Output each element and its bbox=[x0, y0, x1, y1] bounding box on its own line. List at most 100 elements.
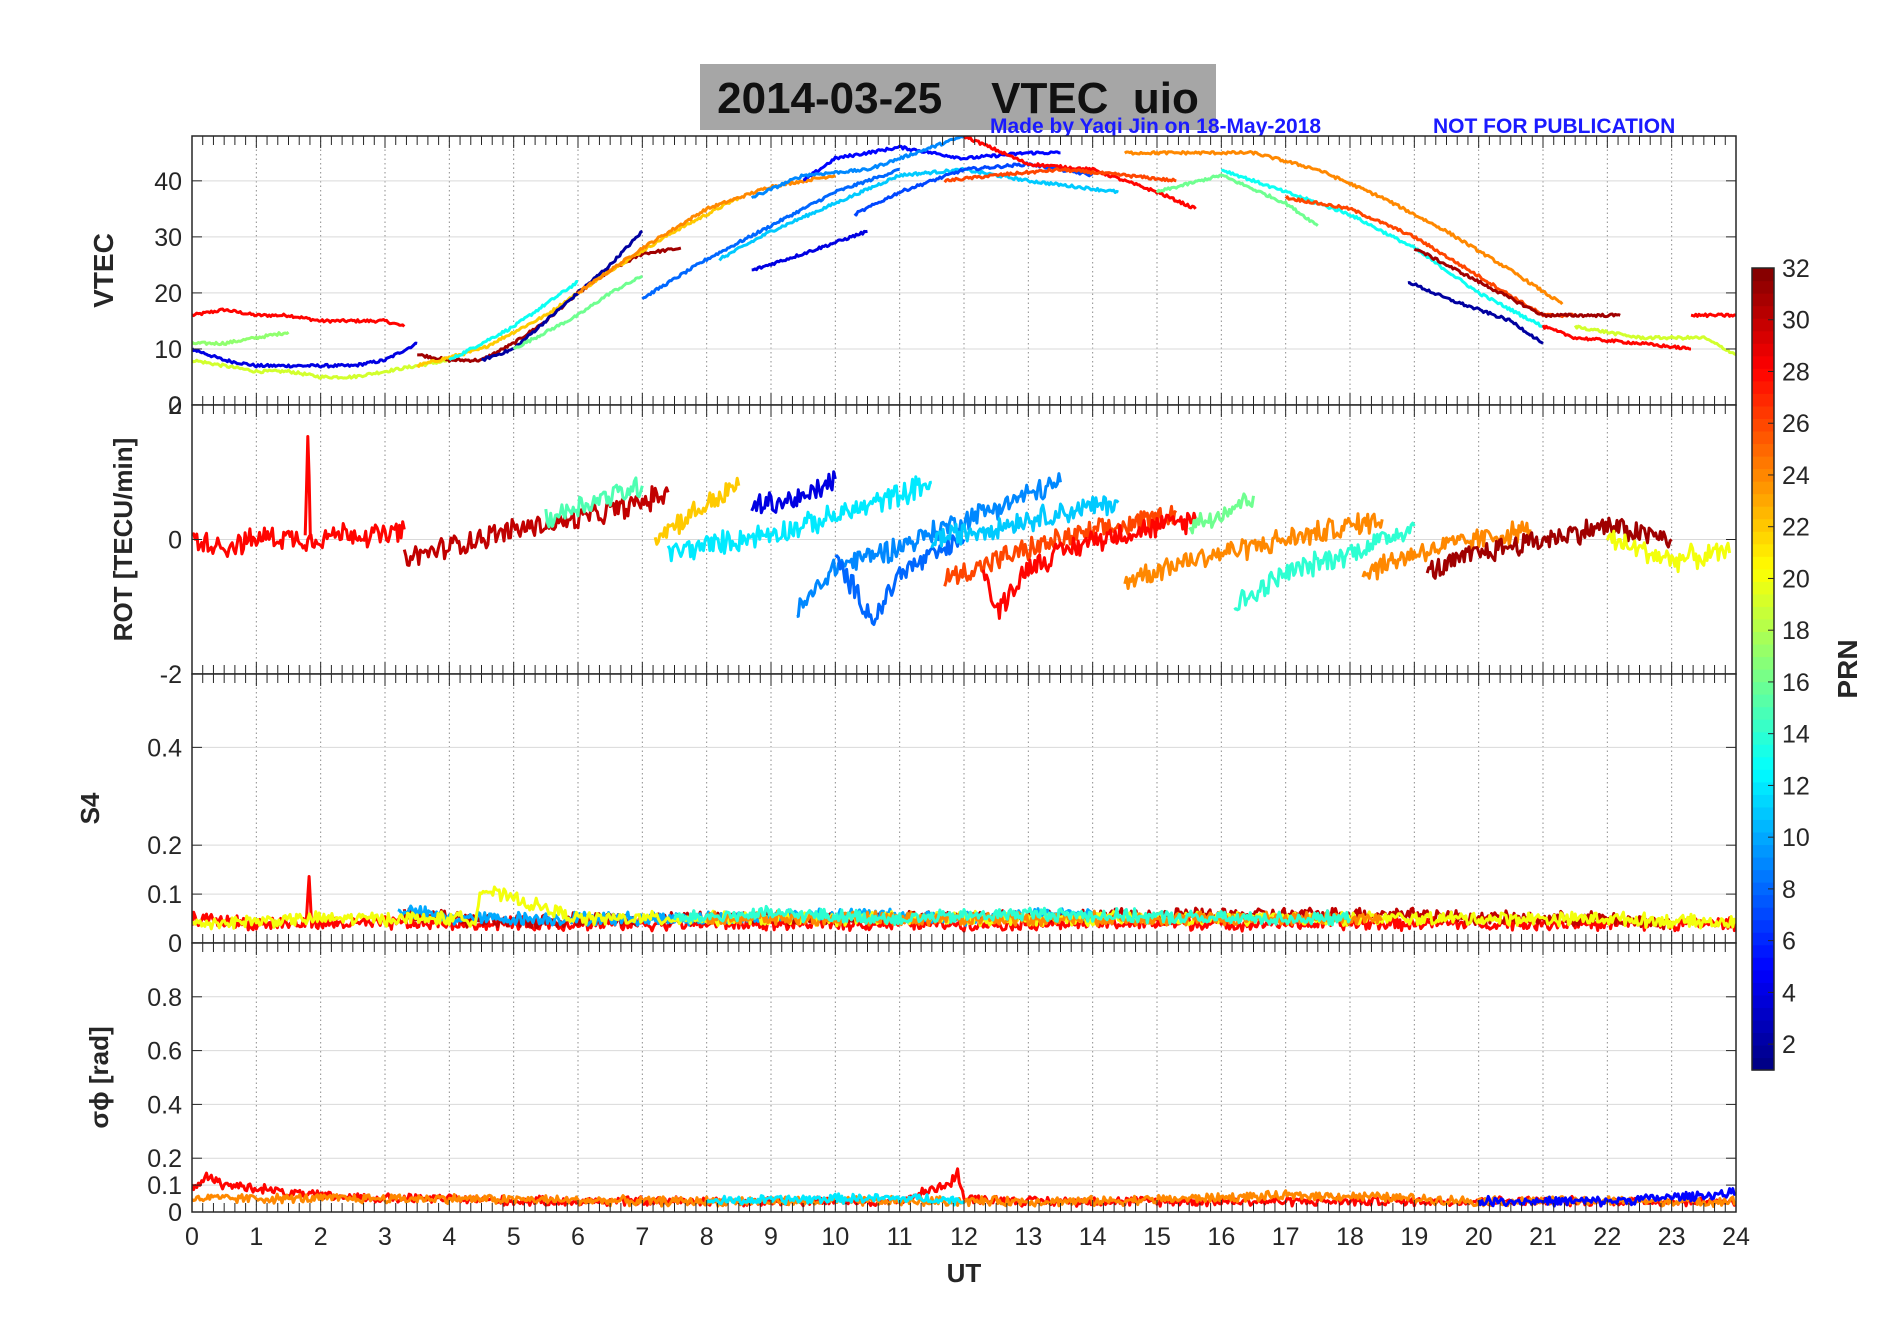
colorbar-cell bbox=[1752, 318, 1774, 332]
series-line-prn-28 bbox=[1690, 312, 1736, 319]
colorbar-cell bbox=[1752, 856, 1774, 871]
series-line-prn-11 bbox=[718, 166, 1119, 262]
colorbar-tick-label: 22 bbox=[1782, 514, 1810, 542]
series-line-prn-14 bbox=[673, 904, 1352, 927]
colorbar-cell bbox=[1752, 831, 1774, 846]
series-line-prn-12 bbox=[666, 475, 932, 563]
made-by-annotation: Made by Yaqi Jin on 18-May-2018 bbox=[990, 115, 1322, 138]
panel-sigma_phi: 00.10.20.40.60.8σϕ [rad]0 1 2 3 4 5 6 7 8 9 10 11 12… bbox=[84, 942, 1750, 1288]
colorbar-cell bbox=[1752, 606, 1774, 620]
x-tick-label: 7 bbox=[635, 1223, 649, 1251]
colorbar-cell bbox=[1752, 593, 1774, 607]
colorbar-tick-label: 18 bbox=[1782, 617, 1810, 645]
colorbar-cell bbox=[1752, 706, 1774, 720]
series-line-prn-20 bbox=[1605, 529, 1732, 574]
colorbar-cell bbox=[1752, 919, 1774, 933]
series-line-prn-26 bbox=[943, 167, 1177, 184]
colorbar-tick-label: 30 bbox=[1782, 307, 1810, 335]
x-tick-label: 0 bbox=[185, 1223, 199, 1251]
y-tick-label: 0.2 bbox=[147, 1145, 182, 1173]
colorbar-cell bbox=[1752, 581, 1774, 595]
colorbar-cell bbox=[1752, 430, 1774, 445]
colorbar-tick-label: 32 bbox=[1782, 255, 1810, 283]
x-axis-label: UT bbox=[947, 1258, 982, 1288]
y-ticks: -202 bbox=[160, 392, 1736, 689]
panel-S4: 0 0.1 0.2 0.4 S4 bbox=[75, 673, 1737, 958]
colorbar-cell bbox=[1752, 907, 1774, 921]
x-tick-label: 9 bbox=[764, 1223, 778, 1251]
colorbar-cell bbox=[1752, 982, 1774, 996]
colorbar-tick-label: 8 bbox=[1782, 876, 1796, 904]
colorbar-cell bbox=[1752, 694, 1774, 708]
colorbar-cell bbox=[1752, 994, 1774, 1008]
series-line-prn-22 bbox=[653, 476, 741, 546]
series-line-prn-28 bbox=[303, 435, 312, 540]
x-tick-label: 6 bbox=[571, 1223, 585, 1251]
colorbar-cell bbox=[1752, 556, 1774, 570]
y-tick-label: 0.6 bbox=[147, 1038, 182, 1066]
colorbar-cell bbox=[1752, 380, 1774, 394]
colorbar-cell bbox=[1752, 1007, 1774, 1021]
x-tick-label: 14 bbox=[1079, 1223, 1107, 1251]
colorbar-cell bbox=[1752, 568, 1774, 582]
x-ticks bbox=[191, 674, 1737, 943]
colorbar-cell bbox=[1752, 819, 1774, 833]
x-ticks bbox=[191, 943, 1737, 1212]
x-tick-label: 19 bbox=[1400, 1223, 1428, 1251]
colorbar-cell bbox=[1752, 681, 1774, 695]
colorbar-tick-label: 6 bbox=[1782, 928, 1796, 956]
series-line-prn-19 bbox=[1573, 324, 1736, 356]
y-axis-label-S4: S4 bbox=[75, 792, 105, 824]
series-line-prn-24 bbox=[1123, 150, 1564, 306]
y-tick-label: 0.4 bbox=[147, 734, 182, 762]
colorbar-cell bbox=[1752, 506, 1774, 520]
colorbar-tick-label: 14 bbox=[1782, 721, 1810, 749]
colorbar-tick-label: 10 bbox=[1782, 824, 1810, 852]
x-tick-label: 12 bbox=[950, 1223, 978, 1251]
series-line-prn-17 bbox=[192, 330, 290, 347]
series-line-prn-24 bbox=[1361, 520, 1532, 581]
y-axis-label-ROT: ROT [TECU/min] bbox=[108, 438, 138, 642]
series-group bbox=[192, 435, 1732, 626]
x-tick-label: 13 bbox=[1014, 1223, 1042, 1251]
colorbar-cell bbox=[1752, 518, 1774, 532]
series-group bbox=[192, 875, 1736, 933]
colorbar-cell bbox=[1752, 969, 1774, 983]
series-line-prn-24 bbox=[576, 173, 837, 295]
colorbar-cell bbox=[1752, 656, 1774, 670]
colorbar-cell bbox=[1752, 957, 1774, 971]
colorbar-tick-label: 20 bbox=[1782, 565, 1810, 593]
y-tick-label: 0 bbox=[168, 527, 182, 555]
y-ticks: 00.10.2 0.4 0.6 0.8 bbox=[147, 984, 1736, 1227]
y-tick-label: 20 bbox=[154, 280, 182, 308]
series-line-prn-30 bbox=[402, 485, 670, 567]
x-tick-label: 8 bbox=[700, 1223, 714, 1251]
grid bbox=[192, 674, 1736, 943]
y-tick-label: 0 bbox=[168, 930, 182, 958]
y-ticks: 0 0.1 0.2 0.4 bbox=[147, 734, 1736, 958]
series-line-prn-28 bbox=[192, 307, 406, 328]
colorbar-cell bbox=[1752, 330, 1774, 344]
colorbar-cell bbox=[1752, 1032, 1774, 1046]
series-line-prn-16 bbox=[512, 274, 644, 351]
x-tick-label: 22 bbox=[1593, 1223, 1621, 1251]
panel-ROT: -202 ROT [TECU/min] bbox=[108, 392, 1737, 689]
colorbar-cell bbox=[1752, 944, 1774, 958]
colorbar-tick-label: 16 bbox=[1782, 669, 1810, 697]
colorbar-tick-label: 26 bbox=[1782, 410, 1810, 438]
y-tick-label: 0.4 bbox=[147, 1091, 182, 1119]
colorbar-cell bbox=[1752, 794, 1774, 808]
colorbar-cell bbox=[1752, 932, 1774, 946]
chart-title: 2014-03-25 VTEC uio bbox=[717, 74, 1199, 123]
colorbar-tick-label: 28 bbox=[1782, 358, 1810, 386]
y-tick-label: 10 bbox=[154, 336, 182, 364]
x-tick-label: 5 bbox=[507, 1223, 521, 1251]
axes-background bbox=[192, 674, 1736, 943]
series-line-prn-8 bbox=[834, 532, 966, 626]
colorbar-cell bbox=[1752, 268, 1774, 282]
colorbar-cell bbox=[1752, 769, 1774, 783]
colorbar-cell bbox=[1752, 531, 1774, 545]
colorbar-cell bbox=[1752, 806, 1774, 820]
series-line-prn-15 bbox=[544, 476, 644, 529]
x-tick-label: 1 bbox=[249, 1223, 263, 1251]
